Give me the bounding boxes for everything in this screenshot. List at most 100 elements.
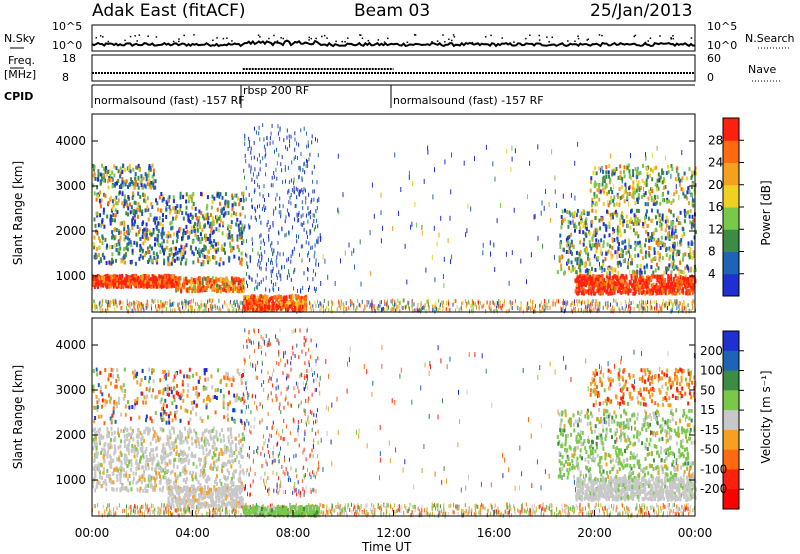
heatmap-cell xyxy=(580,283,583,288)
heatmap-cell xyxy=(621,195,623,200)
heatmap-cell xyxy=(202,262,205,267)
heatmap-cell xyxy=(162,231,165,236)
heatmap-cell xyxy=(664,303,666,308)
heatmap-cell xyxy=(167,262,170,267)
heatmap-cell xyxy=(316,198,318,203)
heatmap-cell xyxy=(630,288,633,293)
heatmap-cell xyxy=(165,284,168,289)
heatmap-cell xyxy=(587,298,589,303)
heatmap-cell xyxy=(659,286,662,291)
heatmap-cell xyxy=(448,301,450,306)
heatmap-cell xyxy=(209,246,212,251)
heatmap-cell xyxy=(573,299,575,304)
heatmap-cell xyxy=(157,304,159,308)
heatmap-cell xyxy=(114,301,116,306)
heatmap-cell xyxy=(682,308,684,313)
heatmap-cell xyxy=(312,213,314,218)
heatmap-cell xyxy=(130,284,133,289)
heatmap-cell xyxy=(576,209,579,213)
heatmap-cell xyxy=(180,289,183,294)
heatmap-cell xyxy=(259,307,262,312)
heatmap-cell xyxy=(450,189,452,195)
heatmap-cell xyxy=(620,286,623,290)
nsky-point xyxy=(360,34,362,36)
heatmap-cell xyxy=(619,217,622,222)
heatmap-cell xyxy=(669,248,672,253)
heatmap-cell xyxy=(199,232,202,237)
heatmap-cell xyxy=(597,277,600,282)
heatmap-cell xyxy=(371,182,373,188)
heatmap-cell xyxy=(290,298,293,303)
heatmap-cell xyxy=(162,239,165,244)
heatmap-cell xyxy=(218,194,221,199)
heatmap-cell xyxy=(240,258,243,262)
heatmap-cell xyxy=(590,308,592,313)
heatmap-cell xyxy=(606,287,609,292)
heatmap-cell xyxy=(671,264,674,269)
heatmap-cell xyxy=(259,260,261,265)
nsky-point xyxy=(99,35,102,37)
heatmap-cell xyxy=(255,130,257,135)
heatmap-cell xyxy=(191,309,193,314)
heatmap-cell xyxy=(141,234,144,239)
heatmap-cell xyxy=(616,236,619,241)
heatmap-cell xyxy=(280,277,282,282)
heatmap-cell xyxy=(243,226,245,231)
heatmap-cell xyxy=(653,166,656,171)
heatmap-cell xyxy=(287,165,289,170)
heatmap-cell xyxy=(99,204,102,209)
heatmap-cell xyxy=(277,305,280,310)
heatmap-cell xyxy=(650,265,653,270)
heatmap-cell xyxy=(663,302,665,307)
heatmap-cell xyxy=(158,304,160,309)
heatmap-cell xyxy=(616,213,619,218)
heatmap-cell xyxy=(676,267,679,272)
heatmap-cell xyxy=(183,245,186,250)
heatmap-cell xyxy=(201,248,204,252)
heatmap-cell xyxy=(380,307,382,312)
heatmap-cell xyxy=(123,198,126,203)
heatmap-cell xyxy=(114,208,117,213)
heatmap-cell xyxy=(568,266,570,271)
heatmap-cell xyxy=(694,268,697,272)
heatmap-cell xyxy=(640,277,643,282)
heatmap-cell xyxy=(189,308,191,313)
heatmap-cell xyxy=(673,300,675,305)
heatmap-cell xyxy=(162,275,164,280)
heatmap-cell xyxy=(301,187,303,192)
heatmap-cell xyxy=(183,279,186,284)
heatmap-cell xyxy=(312,304,314,309)
nsky-point xyxy=(484,36,487,38)
freq-frame xyxy=(91,54,696,82)
heatmap-cell xyxy=(402,306,404,310)
heatmap-cell xyxy=(126,203,129,208)
heatmap-cell xyxy=(218,285,221,290)
heatmap-cell xyxy=(688,201,690,206)
heatmap-cell xyxy=(199,306,201,311)
heatmap-cell xyxy=(273,175,275,180)
heatmap-cell xyxy=(159,243,162,248)
heatmap-cell xyxy=(634,270,637,275)
heatmap-cell xyxy=(142,241,145,246)
heatmap-cell xyxy=(684,306,686,311)
heatmap-cell xyxy=(680,178,683,183)
nsky-point xyxy=(644,41,647,44)
heatmap-cell xyxy=(272,306,275,311)
heatmap-cell xyxy=(160,305,162,310)
heatmap-cell xyxy=(208,224,211,229)
heatmap-cell xyxy=(617,263,620,268)
heatmap-cell xyxy=(134,180,137,184)
heatmap-cell xyxy=(313,254,315,259)
heatmap-cell xyxy=(226,279,229,284)
heatmap-cell xyxy=(168,195,171,200)
heatmap-cell xyxy=(319,308,321,313)
heatmap-cell xyxy=(127,166,130,171)
heatmap-cell xyxy=(567,235,570,240)
heatmap-cell xyxy=(280,306,283,311)
heatmap-cell xyxy=(675,184,677,190)
heatmap-cell xyxy=(660,222,663,227)
heatmap-cell xyxy=(619,308,621,313)
heatmap-cell xyxy=(112,299,114,304)
heatmap-cell xyxy=(246,280,247,285)
heatmap-cell xyxy=(598,301,600,306)
